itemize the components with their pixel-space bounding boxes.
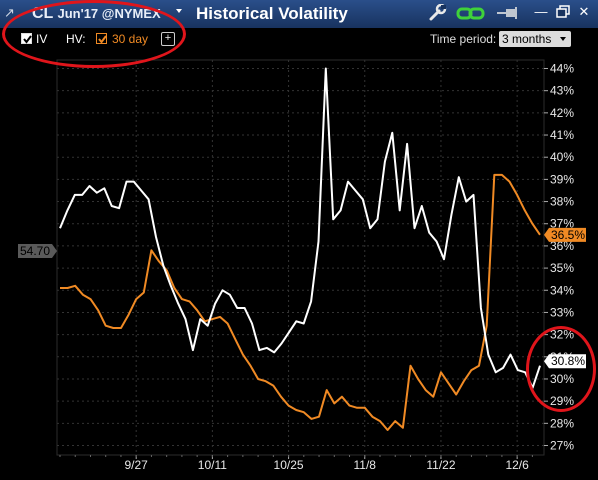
y-tick-label: 40% (550, 150, 574, 164)
y-tick-label: 27% (550, 439, 574, 453)
restore-icon[interactable] (556, 5, 570, 19)
y-tick-label: 44% (550, 62, 574, 76)
add-study-button[interactable]: + (161, 32, 175, 46)
y-tick-label: 30% (550, 372, 574, 386)
value-tag-box (544, 354, 586, 369)
symbol-contract: Jun'17 @NYMEX (57, 6, 161, 21)
symbol-selector[interactable]: CL Jun'17 @NYMEX (32, 5, 161, 23)
window-titlebar: ↗ CL Jun'17 @NYMEX Historical Volatility… (0, 0, 598, 29)
x-tick-label: 11/8 (354, 458, 377, 472)
left-value-tag: 54.70 (18, 244, 57, 258)
left-value-label: 54.70 (20, 244, 50, 258)
hv-last-value-tag: 36.5% (544, 227, 586, 242)
time-period-value: 3 months (502, 32, 552, 46)
hv-label: HV: (66, 32, 86, 46)
x-tick-label: 12/6 (505, 458, 529, 472)
y-tick-label: 32% (550, 328, 574, 342)
minimize-icon[interactable]: — (534, 4, 548, 19)
iv-last-value-tag: 30.8% (544, 354, 586, 369)
chart-toolbar: IV HV: 30 day + Time period: 3 months (0, 28, 598, 50)
y-tick-label: 28% (550, 416, 574, 430)
y-tick-label: 39% (550, 172, 574, 186)
y-tick-label: 42% (550, 106, 574, 120)
y-axis: 44% 43% 42% 41% 40% 39% 38% 37% 36% 35% 34% 33% 32% 3… (544, 62, 574, 453)
hv-checkbox[interactable] (96, 33, 107, 44)
y-tick-label: 29% (550, 394, 574, 408)
wrench-icon[interactable] (428, 4, 448, 22)
hv-period-label[interactable]: 30 day (112, 32, 149, 46)
iv-last-value: 30.8% (551, 354, 585, 368)
value-tag-box (544, 227, 586, 242)
x-axis: 9/27 10/11 10/25 11/8 11/22 12/6 (59, 455, 533, 472)
iv-checkbox[interactable] (21, 33, 32, 44)
chart-background (0, 50, 598, 480)
y-tick-label: 38% (550, 195, 574, 209)
window-title: Historical Volatility (196, 4, 348, 23)
x-tick-label: 9/27 (125, 458, 149, 472)
value-tags: 30.8% 36.5% (544, 227, 586, 369)
x-tick-label: 10/11 (198, 458, 227, 472)
window-grip-icon[interactable]: ↗ (4, 5, 15, 20)
y-tick-label: 43% (550, 84, 574, 98)
plot-frame (56, 59, 545, 456)
x-tick-label: 11/22 (426, 458, 455, 472)
y-tick-label: 36% (550, 239, 574, 253)
volatility-chart: 44%43%42%41%40%39%38%37%36%35%34%33%32%3… (0, 50, 598, 480)
y-tick-label: 41% (550, 128, 574, 142)
hv-series-line (60, 173, 541, 431)
series-layer (59, 67, 541, 431)
y-tick-label: 33% (550, 305, 574, 319)
x-tick-label: 10/25 (274, 458, 304, 472)
symbol-root: CL (32, 5, 54, 22)
close-icon[interactable]: ✕ (578, 4, 590, 19)
time-period-label: Time period: (430, 32, 497, 46)
grid-lines (57, 60, 544, 455)
link-icon[interactable] (456, 4, 486, 22)
y-tick-label: 35% (550, 261, 574, 275)
pin-icon[interactable] (494, 4, 522, 22)
chevron-down-icon (560, 37, 566, 41)
iv-label: IV (36, 32, 48, 46)
iv-series-line (59, 67, 541, 389)
y-tick-label: 37% (550, 217, 574, 231)
time-period-dropdown[interactable]: 3 months (499, 31, 571, 47)
hv-last-value: 36.5% (551, 228, 585, 242)
chevron-down-icon[interactable] (176, 9, 182, 13)
y-tick-label: 34% (550, 283, 574, 297)
